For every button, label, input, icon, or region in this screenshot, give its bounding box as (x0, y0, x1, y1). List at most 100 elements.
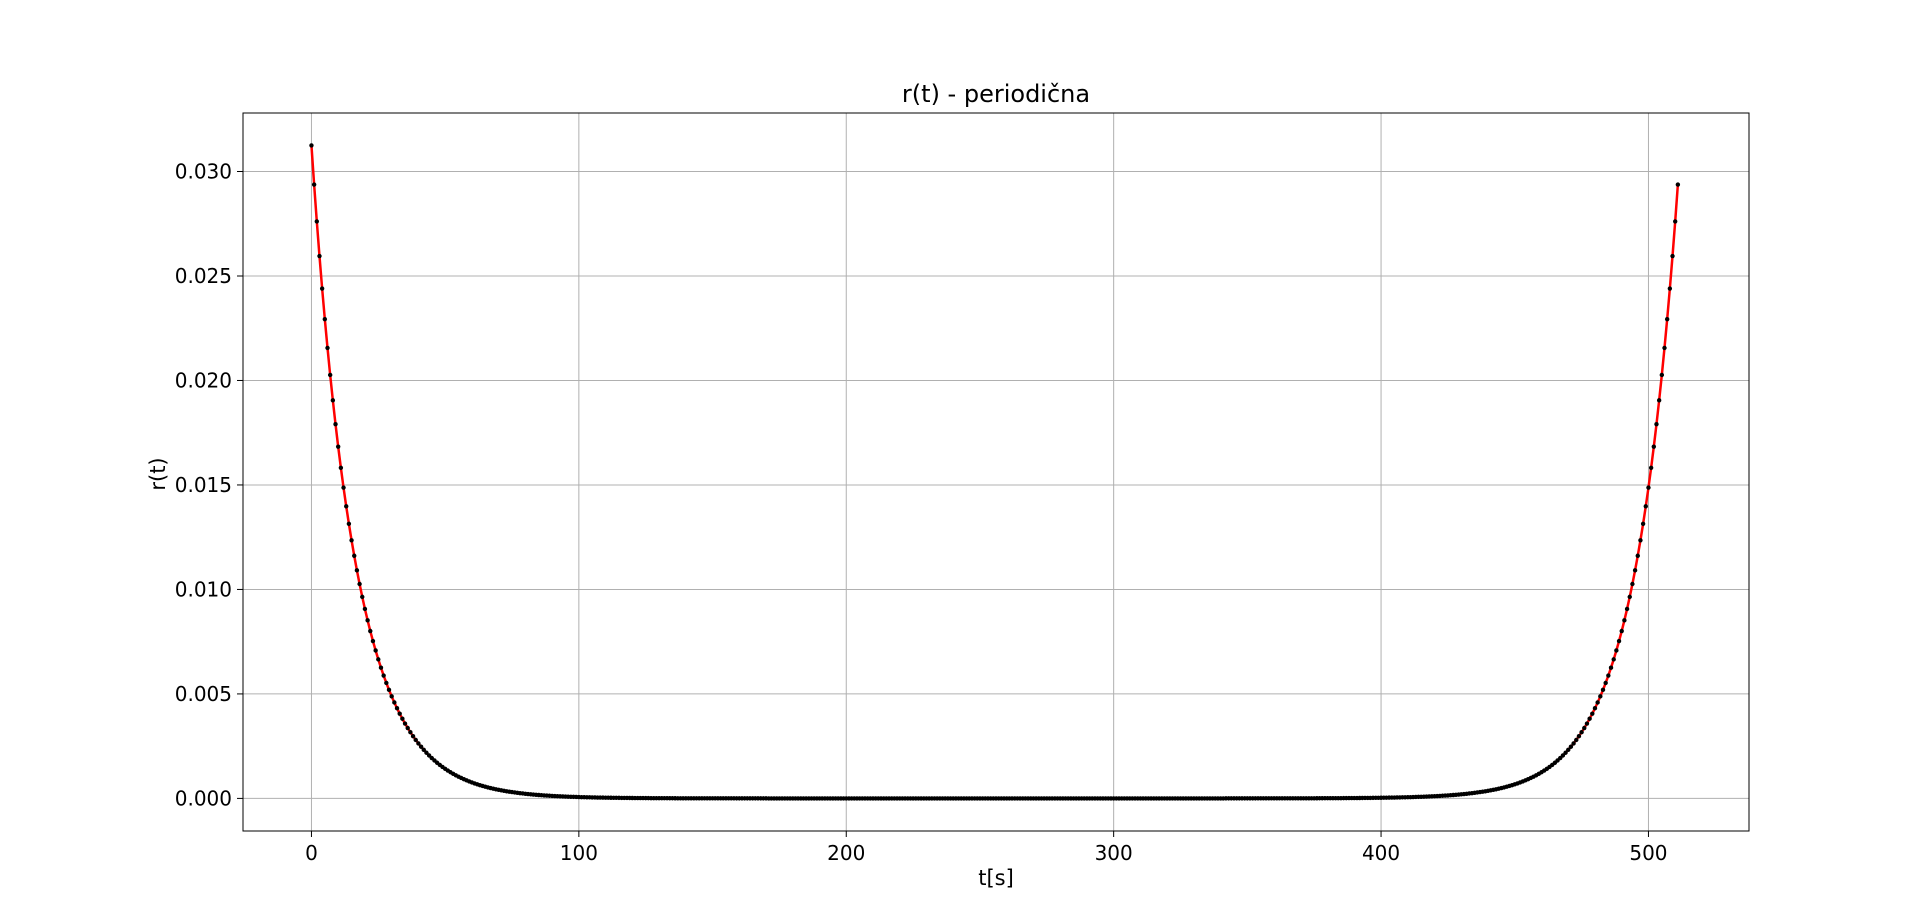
data-point (327, 372, 333, 378)
data-point (1560, 753, 1566, 758)
grid (243, 113, 1749, 831)
data-point (1592, 706, 1598, 711)
data-point (376, 657, 381, 662)
data-point (335, 444, 341, 449)
data-point (1587, 716, 1592, 721)
data-point (1622, 618, 1627, 623)
plot-frame (242, 112, 1750, 832)
data-point (1598, 694, 1603, 699)
data-point (1656, 398, 1662, 403)
data-point (1576, 734, 1582, 739)
data-point (410, 734, 416, 739)
data-point (1664, 316, 1670, 322)
data-point (1651, 444, 1657, 449)
data-point (408, 730, 413, 735)
data-point (319, 286, 325, 291)
data-point (1603, 680, 1608, 686)
data-point (378, 665, 384, 670)
y-tick-label: 0.005 (175, 682, 232, 706)
chart-title: r(t) - periodična (902, 80, 1090, 108)
data-point (333, 422, 338, 427)
data-point (1595, 700, 1600, 705)
data-point (424, 750, 429, 755)
data-point (1632, 568, 1638, 573)
data-point (1673, 219, 1678, 224)
data-point (373, 648, 378, 653)
data-point (314, 219, 319, 224)
data-point (416, 741, 421, 746)
data-point (405, 725, 410, 731)
data-point (1616, 638, 1622, 644)
data-point (1659, 372, 1665, 378)
data-point (317, 253, 322, 259)
data-point (1600, 687, 1606, 693)
x-tick-label: 500 (1629, 841, 1667, 865)
data-point (360, 594, 365, 600)
data-point (1590, 711, 1595, 716)
y-tick-label: 0.015 (175, 473, 232, 497)
data-point (421, 747, 426, 753)
data-point (1675, 182, 1681, 187)
data-point (362, 606, 368, 612)
x-tick-label: 200 (827, 841, 865, 865)
data-point (1574, 737, 1579, 743)
data-point (1643, 504, 1648, 509)
data-point (1670, 253, 1675, 259)
data-point (1624, 606, 1630, 612)
y-axis-label: r(t) (146, 457, 170, 490)
data-point (349, 538, 354, 543)
data-point (1582, 725, 1587, 731)
data-point (1662, 345, 1667, 351)
data-point (1568, 744, 1574, 749)
data-point (1635, 553, 1640, 558)
data-point (386, 687, 392, 693)
data-point (1566, 747, 1571, 753)
data-point (1571, 741, 1576, 746)
data-point (1563, 750, 1568, 755)
data-point (1627, 594, 1632, 600)
data-point (311, 182, 317, 187)
data-point (389, 694, 394, 699)
data-point (338, 465, 344, 470)
data-point (381, 673, 386, 678)
y-tick-label: 0.025 (175, 264, 232, 288)
data-point (1619, 628, 1624, 634)
data-point (354, 568, 360, 573)
data-point (1646, 485, 1651, 490)
data-point (1638, 538, 1643, 543)
y-tick-label: 0.000 (175, 786, 232, 810)
data-point (352, 553, 357, 558)
data-point (309, 143, 314, 148)
data-point (330, 398, 336, 403)
data-point (344, 504, 349, 509)
data-point (397, 711, 402, 716)
data-point (402, 721, 408, 726)
data-point (418, 744, 424, 749)
data-point (1584, 721, 1590, 726)
data-point (325, 345, 330, 351)
data-point (365, 618, 370, 623)
data-point (1614, 648, 1619, 653)
data-point (341, 485, 346, 490)
x-tick-label: 300 (1095, 841, 1133, 865)
x-axis-label: t[s] (978, 866, 1014, 890)
y-tick-label: 0.020 (175, 368, 232, 392)
data-point (1667, 286, 1673, 291)
data-point (368, 628, 373, 634)
data-point (1654, 422, 1659, 427)
axis-ticks: 0 100 200 300 400 500 0.000 0.005 0.010 0.015 0.02… (175, 160, 1668, 865)
data-series (309, 143, 1681, 801)
y-tick-label: 0.030 (175, 160, 232, 184)
x-tick-label: 100 (560, 841, 598, 865)
data-point (1579, 730, 1584, 735)
data-point (322, 316, 328, 322)
data-point (1640, 521, 1646, 526)
x-tick-label: 0 (305, 841, 318, 865)
data-point (1648, 465, 1654, 470)
x-tick-label: 400 (1362, 841, 1400, 865)
data-point (392, 700, 397, 705)
data-point (413, 737, 418, 743)
data-point (1630, 581, 1635, 587)
